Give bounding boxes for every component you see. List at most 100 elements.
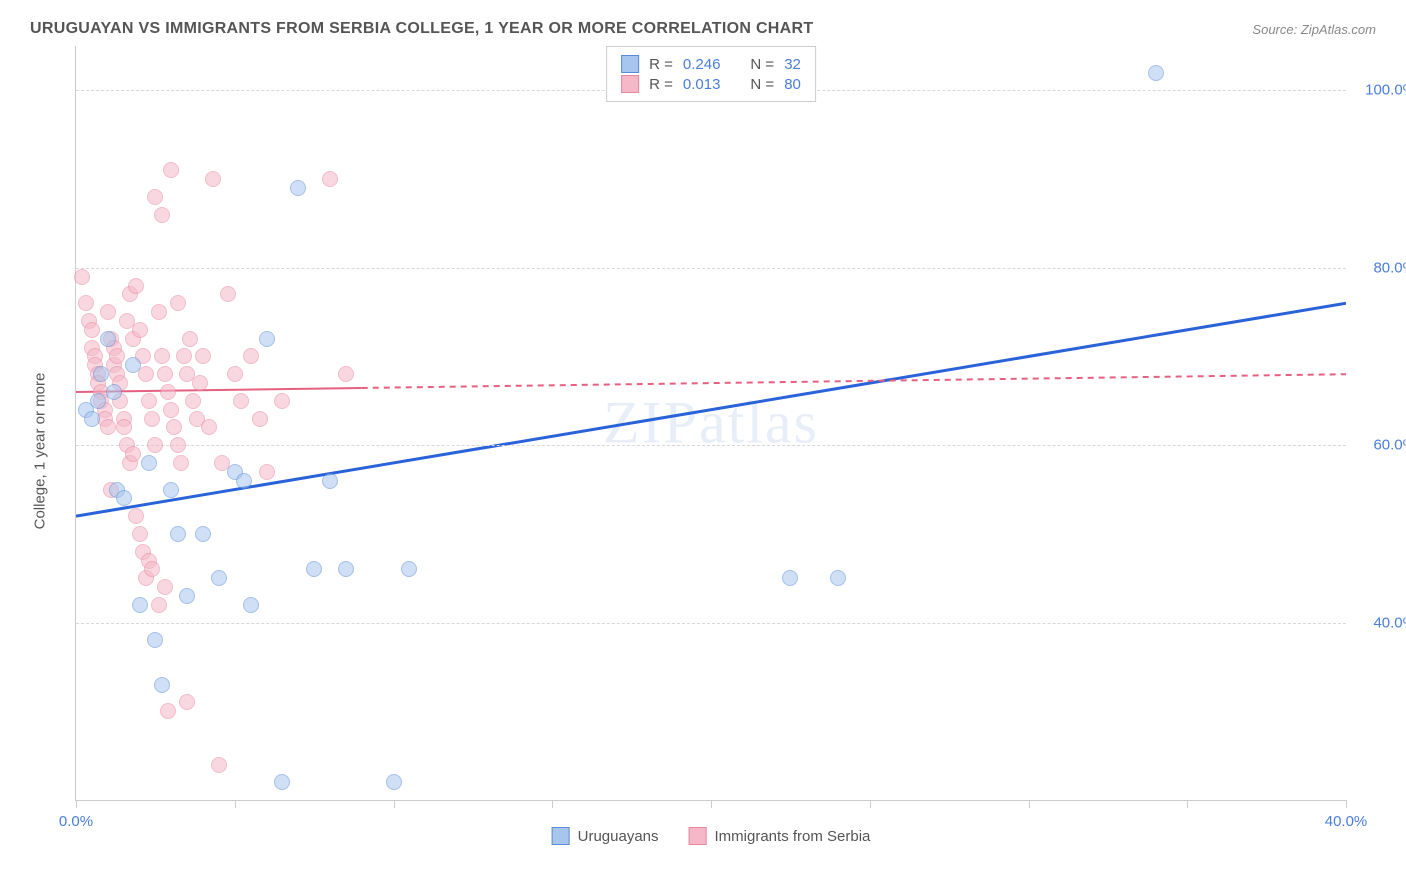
scatter-point [233,393,249,409]
scatter-point [170,526,186,542]
x-tick [1187,800,1188,808]
scatter-point [116,490,132,506]
scatter-point [290,180,306,196]
scatter-point [106,384,122,400]
scatter-point [322,171,338,187]
scatter-point [401,561,417,577]
scatter-point [132,526,148,542]
scatter-point [170,437,186,453]
x-tick [235,800,236,808]
scatter-point [1148,65,1164,81]
scatter-point [274,774,290,790]
y-tick-label: 40.0% [1356,614,1406,631]
scatter-point [160,703,176,719]
legend-item-serbia: Immigrants from Serbia [689,827,871,845]
scatter-point [125,357,141,373]
scatter-point [141,393,157,409]
scatter-point [166,419,182,435]
x-tick [394,800,395,808]
chart-area: College, 1 year or more ZIPatlas R = 0.2… [30,46,1376,856]
scatter-point [100,304,116,320]
x-tick [870,800,871,808]
scatter-point [144,561,160,577]
legend-swatch-uruguayans-bottom [552,827,570,845]
watermark: ZIPatlas [603,389,819,458]
scatter-point [211,757,227,773]
scatter-point [147,437,163,453]
correlation-legend: R = 0.246 N = 32 R = 0.013 N = 80 [606,46,816,102]
scatter-point [125,446,141,462]
scatter-point [179,588,195,604]
scatter-point [160,384,176,400]
plot-box: ZIPatlas R = 0.246 N = 32 R = 0.013 N = [75,46,1346,801]
scatter-point [78,295,94,311]
scatter-point [147,189,163,205]
scatter-point [259,464,275,480]
scatter-point [144,411,160,427]
scatter-point [338,366,354,382]
chart-title: URUGUAYAN VS IMMIGRANTS FROM SERBIA COLL… [30,20,813,38]
scatter-point [306,561,322,577]
chart-header: URUGUAYAN VS IMMIGRANTS FROM SERBIA COLL… [30,20,1376,38]
scatter-point [154,677,170,693]
gridline [76,268,1346,269]
legend-row-serbia: R = 0.013 N = 80 [621,75,801,93]
scatter-point [243,348,259,364]
scatter-point [173,455,189,471]
scatter-point [128,278,144,294]
scatter-point [90,393,106,409]
scatter-point [157,366,173,382]
scatter-point [211,570,227,586]
scatter-point [322,473,338,489]
scatter-point [179,694,195,710]
scatter-point [220,286,236,302]
scatter-point [109,348,125,364]
x-tick-label: 40.0% [1325,813,1368,830]
scatter-point [163,402,179,418]
trend-line [362,374,1346,388]
scatter-point [100,331,116,347]
scatter-point [243,597,259,613]
legend-item-uruguayans: Uruguayans [552,827,659,845]
scatter-point [830,570,846,586]
y-tick-label: 60.0% [1356,437,1406,454]
gridline [76,445,1346,446]
x-tick [552,800,553,808]
y-tick-label: 100.0% [1356,82,1406,99]
scatter-point [227,366,243,382]
scatter-point [93,366,109,382]
series-legend: Uruguayans Immigrants from Serbia [552,827,871,845]
scatter-point [176,348,192,364]
scatter-point [201,419,217,435]
scatter-point [132,322,148,338]
scatter-point [236,473,252,489]
scatter-point [163,162,179,178]
x-tick [1346,800,1347,808]
scatter-point [154,348,170,364]
source-label: Source: ZipAtlas.com [1252,22,1376,37]
scatter-point [252,411,268,427]
y-axis-label: College, 1 year or more [32,373,49,530]
scatter-point [151,597,167,613]
scatter-point [154,207,170,223]
scatter-point [141,455,157,471]
scatter-point [259,331,275,347]
x-tick-label: 0.0% [59,813,93,830]
scatter-point [386,774,402,790]
scatter-point [163,482,179,498]
scatter-point [100,419,116,435]
scatter-point [116,419,132,435]
scatter-point [192,375,208,391]
scatter-point [84,322,100,338]
x-tick [76,800,77,808]
legend-swatch-serbia-bottom [689,827,707,845]
scatter-point [182,331,198,347]
scatter-point [170,295,186,311]
scatter-point [84,411,100,427]
scatter-point [195,348,211,364]
scatter-point [205,171,221,187]
gridline [76,623,1346,624]
x-tick [711,800,712,808]
scatter-point [147,632,163,648]
scatter-point [151,304,167,320]
